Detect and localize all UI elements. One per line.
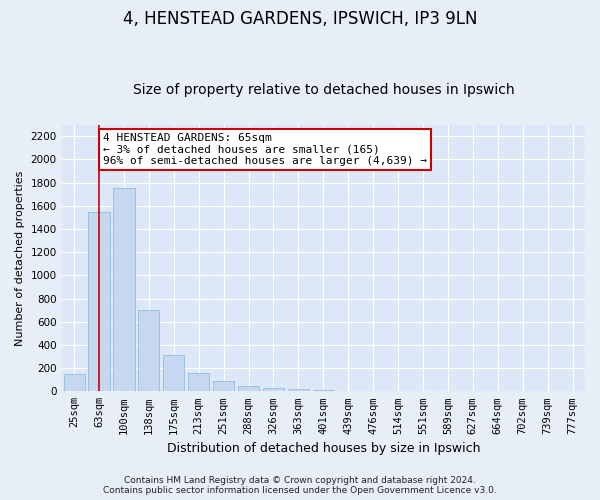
Bar <box>163 355 184 392</box>
Y-axis label: Number of detached properties: Number of detached properties <box>15 170 25 346</box>
Bar <box>138 310 160 392</box>
Bar <box>113 188 134 392</box>
Bar <box>288 389 309 392</box>
Bar <box>238 386 259 392</box>
Title: Size of property relative to detached houses in Ipswich: Size of property relative to detached ho… <box>133 83 514 97</box>
Text: 4 HENSTEAD GARDENS: 65sqm
← 3% of detached houses are smaller (165)
96% of semi-: 4 HENSTEAD GARDENS: 65sqm ← 3% of detach… <box>103 132 427 166</box>
Bar <box>188 372 209 392</box>
Bar <box>213 381 234 392</box>
Bar <box>64 374 85 392</box>
Text: 4, HENSTEAD GARDENS, IPSWICH, IP3 9LN: 4, HENSTEAD GARDENS, IPSWICH, IP3 9LN <box>123 10 477 28</box>
Bar <box>263 388 284 392</box>
Text: Contains HM Land Registry data © Crown copyright and database right 2024.
Contai: Contains HM Land Registry data © Crown c… <box>103 476 497 495</box>
Bar <box>313 390 334 392</box>
Bar <box>88 212 110 392</box>
X-axis label: Distribution of detached houses by size in Ipswich: Distribution of detached houses by size … <box>167 442 480 455</box>
